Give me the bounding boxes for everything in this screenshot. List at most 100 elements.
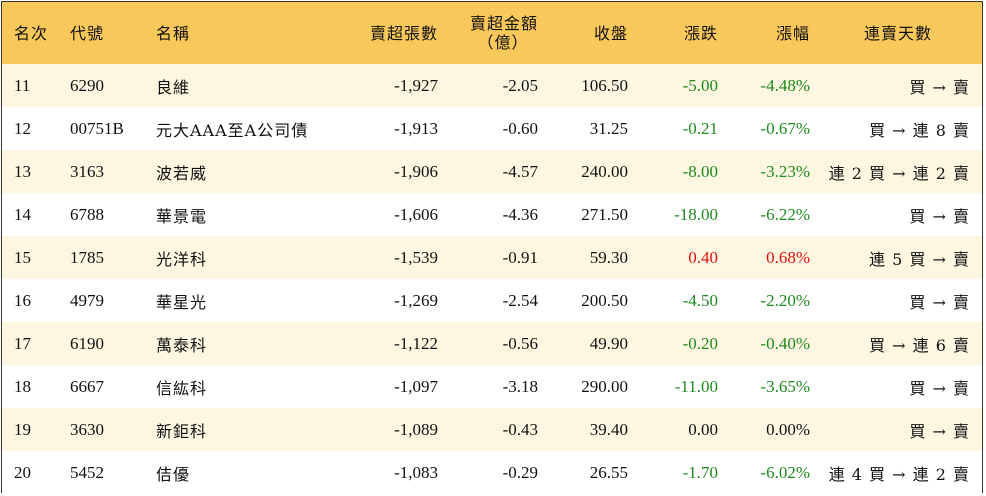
header-change-pct: 漲幅 — [775, 23, 810, 43]
cell-name: 新鉅科 — [156, 421, 208, 441]
cell-net-sell-shares: -1,089 — [394, 419, 438, 439]
cell-name: 光洋科 — [156, 249, 208, 269]
cell-name: 萬泰科 — [156, 335, 208, 355]
header-code: 代號 — [70, 23, 105, 43]
cell-streak: 連 5 買 → 賣 — [869, 249, 970, 269]
cell-code: 3630 — [70, 419, 104, 439]
cell-streak: 連 4 買 → 連 2 賣 — [828, 464, 970, 484]
cell-code: 5452 — [70, 462, 104, 482]
cell-net-sell-amount: -4.57 — [502, 161, 538, 181]
cell-net-sell-shares: -1,606 — [394, 204, 438, 224]
cell-change-pct: -6.02% — [760, 462, 810, 482]
table-row: 19 3630 新鉅科 -1,089 -0.43 39.40 0.00 0.00% 買 → 賣 — [2, 408, 982, 451]
cell-name: 波若威 — [156, 163, 208, 183]
header-rank: 名次 — [14, 23, 49, 43]
cell-code: 6190 — [70, 333, 104, 353]
cell-change: -1.70 — [682, 462, 718, 482]
cell-net-sell-shares: -1,083 — [394, 462, 438, 482]
cell-change-pct: -4.48% — [760, 75, 810, 95]
cell-name: 信紘科 — [156, 378, 208, 398]
cell-rank: 13 — [14, 161, 31, 181]
cell-rank: 17 — [14, 333, 31, 353]
table-row: 15 1785 光洋科 -1,539 -0.91 59.30 0.40 0.68% 連 5 買 … — [2, 236, 982, 279]
cell-close: 39.40 — [589, 419, 628, 439]
cell-code: 6788 — [70, 204, 104, 224]
cell-rank: 14 — [14, 204, 31, 224]
cell-net-sell-shares: -1,927 — [394, 75, 438, 95]
cell-change-pct: -3.65% — [760, 376, 810, 396]
cell-close: 240.00 — [581, 161, 628, 181]
cell-code: 1785 — [70, 247, 104, 267]
cell-rank: 11 — [14, 75, 31, 95]
cell-close: 200.50 — [581, 290, 628, 310]
header-net-sell-amount-line1: 賣超金額 — [469, 14, 538, 33]
cell-net-sell-amount: -0.29 — [502, 462, 538, 482]
cell-streak: 買 → 連 6 賣 — [869, 335, 970, 355]
header-change: 漲跌 — [683, 23, 718, 43]
cell-net-sell-amount: -0.56 — [502, 333, 538, 353]
cell-change: -8.00 — [682, 161, 718, 181]
cell-change-pct: -0.40% — [760, 333, 810, 353]
header-streak: 連賣天數 — [863, 23, 932, 43]
cell-name: 元大AAA至A公司債 — [156, 120, 309, 140]
header-net-sell-amount-line2: （億） — [477, 33, 529, 52]
table-row: 18 6667 信紘科 -1,097 -3.18 290.00 -11.00 -3.65% 買 … — [2, 365, 982, 408]
cell-change-pct: 0.68% — [766, 247, 810, 267]
cell-code: 3163 — [70, 161, 104, 181]
cell-close: 290.00 — [581, 376, 628, 396]
cell-change: 0.00 — [688, 419, 718, 439]
table-row: 14 6788 華景電 -1,606 -4.36 271.50 -18.00 -6.22% 買 … — [2, 193, 982, 236]
cell-net-sell-amount: -2.05 — [502, 75, 538, 95]
cell-net-sell-amount: -0.60 — [502, 118, 538, 138]
cell-rank: 18 — [14, 376, 31, 396]
table-row: 13 3163 波若威 -1,906 -4.57 240.00 -8.00 -3.23% 連 2… — [2, 150, 982, 193]
cell-net-sell-shares: -1,269 — [394, 290, 438, 310]
header-row: 名次 代號 名稱 賣超張數 賣超金額 （億） 收盤 漲跌 漲幅 連賣天數 — [2, 2, 982, 64]
cell-streak: 買 → 賣 — [909, 378, 970, 398]
cell-change: -0.20 — [682, 333, 718, 353]
cell-close: 106.50 — [581, 75, 628, 95]
cell-streak: 買 → 連 8 賣 — [869, 120, 970, 140]
cell-net-sell-amount: -2.54 — [502, 290, 538, 310]
cell-close: 31.25 — [589, 118, 628, 138]
cell-change: -18.00 — [674, 204, 718, 224]
header-net-sell-shares: 賣超張數 — [369, 23, 438, 43]
cell-streak: 買 → 賣 — [909, 206, 970, 226]
table-row: 12 00751B 元大AAA至A公司債 -1,913 -0.60 31.25 -0.21 -… — [2, 107, 982, 150]
cell-net-sell-shares: -1,913 — [394, 118, 438, 138]
cell-net-sell-amount: -3.18 — [502, 376, 538, 396]
cell-net-sell-amount: -4.36 — [502, 204, 538, 224]
cell-net-sell-shares: -1,122 — [394, 333, 438, 353]
cell-rank: 16 — [14, 290, 31, 310]
cell-streak: 買 → 賣 — [909, 77, 970, 97]
cell-streak: 連 2 買 → 連 2 賣 — [828, 163, 970, 183]
cell-rank: 15 — [14, 247, 31, 267]
cell-net-sell-amount: -0.43 — [502, 419, 538, 439]
cell-net-sell-shares: -1,539 — [394, 247, 438, 267]
table-row: 17 6190 萬泰科 -1,122 -0.56 49.90 -0.20 -0.40% 買 → … — [2, 322, 982, 365]
table-row: 11 6290 良維 -1,927 -2.05 106.50 -5.00 -4.48% 買 → … — [2, 64, 982, 107]
cell-change-pct: 0.00% — [766, 419, 810, 439]
cell-close: 26.55 — [589, 462, 628, 482]
cell-rank: 19 — [14, 419, 31, 439]
cell-change: -5.00 — [682, 75, 718, 95]
cell-streak: 買 → 賣 — [909, 421, 970, 441]
cell-code: 4979 — [70, 290, 104, 310]
cell-change: -11.00 — [674, 376, 718, 396]
cell-change-pct: -3.23% — [760, 161, 810, 181]
cell-close: 59.30 — [589, 247, 628, 267]
cell-net-sell-shares: -1,097 — [394, 376, 438, 396]
cell-rank: 20 — [14, 462, 31, 482]
cell-change: -4.50 — [682, 290, 718, 310]
header-close: 收盤 — [593, 23, 628, 43]
cell-net-sell-shares: -1,906 — [394, 161, 438, 181]
table-row: 20 5452 佶優 -1,083 -0.29 26.55 -1.70 -6.02% 連 4 買… — [2, 451, 982, 494]
cell-close: 271.50 — [581, 204, 628, 224]
cell-name: 良維 — [156, 77, 191, 97]
header-net-sell-amount: 賣超金額 （億） — [446, 2, 546, 64]
cell-net-sell-amount: -0.91 — [502, 247, 538, 267]
cell-change-pct: -0.67% — [760, 118, 810, 138]
cell-streak: 買 → 賣 — [909, 292, 970, 312]
